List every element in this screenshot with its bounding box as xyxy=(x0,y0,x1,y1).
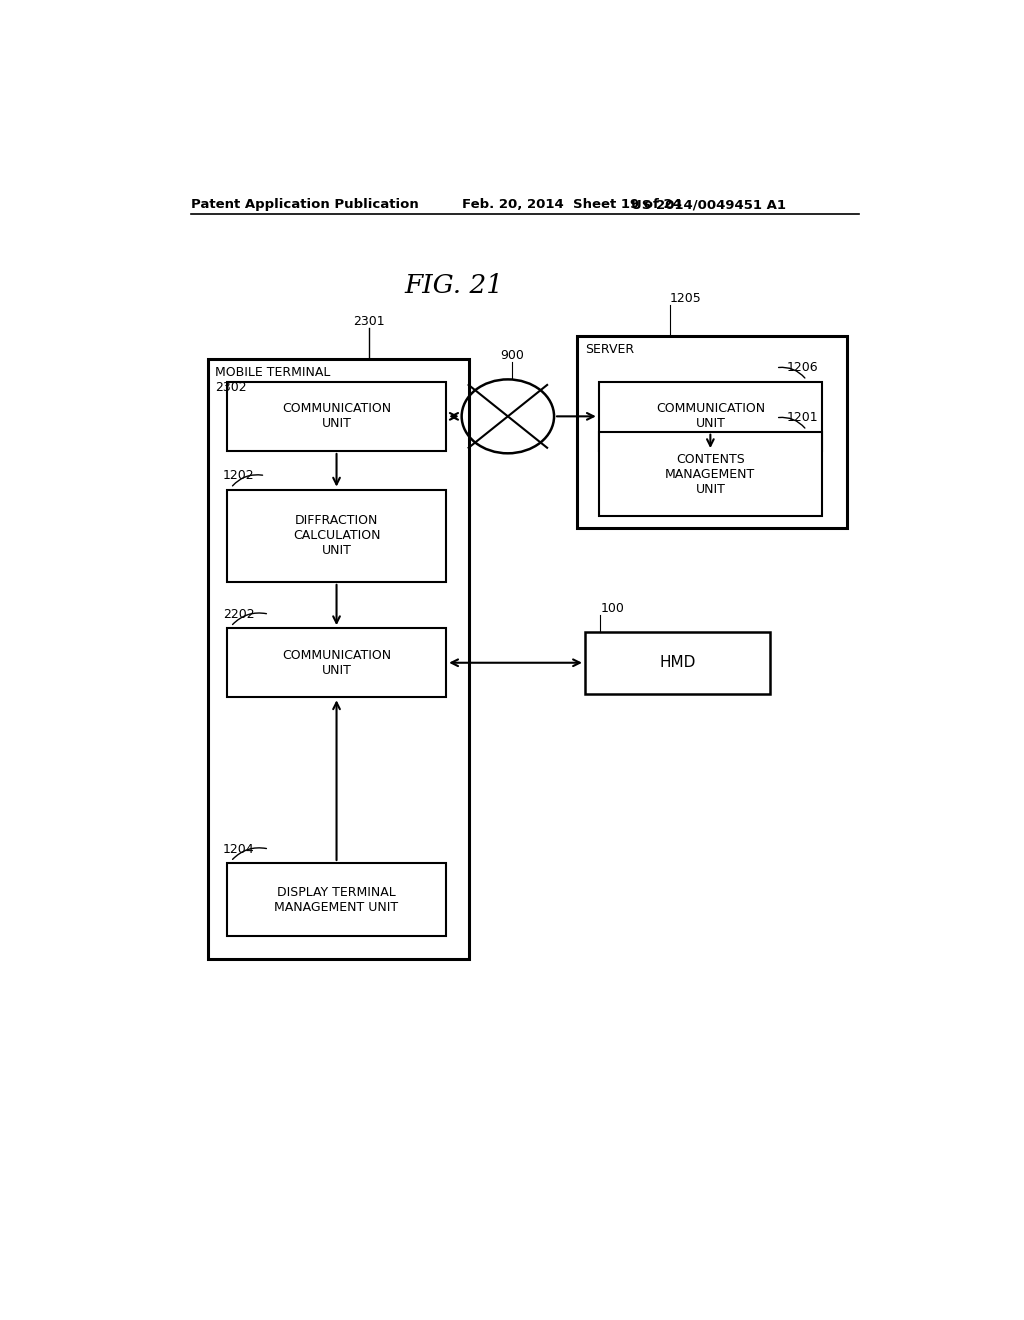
Text: COMMUNICATION
UNIT: COMMUNICATION UNIT xyxy=(282,648,391,677)
Text: 900: 900 xyxy=(500,350,523,363)
Text: 100: 100 xyxy=(600,602,625,615)
Text: COMMUNICATION
UNIT: COMMUNICATION UNIT xyxy=(655,403,765,430)
FancyBboxPatch shape xyxy=(226,490,446,582)
FancyBboxPatch shape xyxy=(208,359,469,960)
Text: 1204: 1204 xyxy=(223,842,255,855)
Text: DIFFRACTION
CALCULATION
UNIT: DIFFRACTION CALCULATION UNIT xyxy=(293,515,380,557)
FancyBboxPatch shape xyxy=(226,863,446,936)
Text: US 2014/0049451 A1: US 2014/0049451 A1 xyxy=(631,198,786,211)
Text: HMD: HMD xyxy=(659,655,695,671)
Text: DISPLAY TERMINAL
MANAGEMENT UNIT: DISPLAY TERMINAL MANAGEMENT UNIT xyxy=(274,886,398,913)
Text: 1205: 1205 xyxy=(670,292,701,305)
FancyBboxPatch shape xyxy=(578,335,847,528)
Text: 1202: 1202 xyxy=(223,469,255,482)
Text: 2302: 2302 xyxy=(215,381,247,395)
FancyBboxPatch shape xyxy=(585,632,770,693)
Text: 1206: 1206 xyxy=(786,362,818,375)
Text: 1201: 1201 xyxy=(786,412,818,425)
FancyBboxPatch shape xyxy=(226,381,446,451)
Text: COMMUNICATION
UNIT: COMMUNICATION UNIT xyxy=(282,403,391,430)
Text: Feb. 20, 2014  Sheet 19 of 24: Feb. 20, 2014 Sheet 19 of 24 xyxy=(462,198,682,211)
Text: 2301: 2301 xyxy=(353,314,385,327)
Text: SERVER: SERVER xyxy=(585,343,634,356)
Text: MOBILE TERMINAL: MOBILE TERMINAL xyxy=(215,366,331,379)
Text: CONTENTS
MANAGEMENT
UNIT: CONTENTS MANAGEMENT UNIT xyxy=(666,453,756,495)
FancyBboxPatch shape xyxy=(599,381,822,451)
FancyBboxPatch shape xyxy=(599,432,822,516)
Text: 2202: 2202 xyxy=(223,607,255,620)
Text: FIG. 21: FIG. 21 xyxy=(404,273,504,298)
FancyBboxPatch shape xyxy=(226,628,446,697)
Text: Patent Application Publication: Patent Application Publication xyxy=(190,198,419,211)
